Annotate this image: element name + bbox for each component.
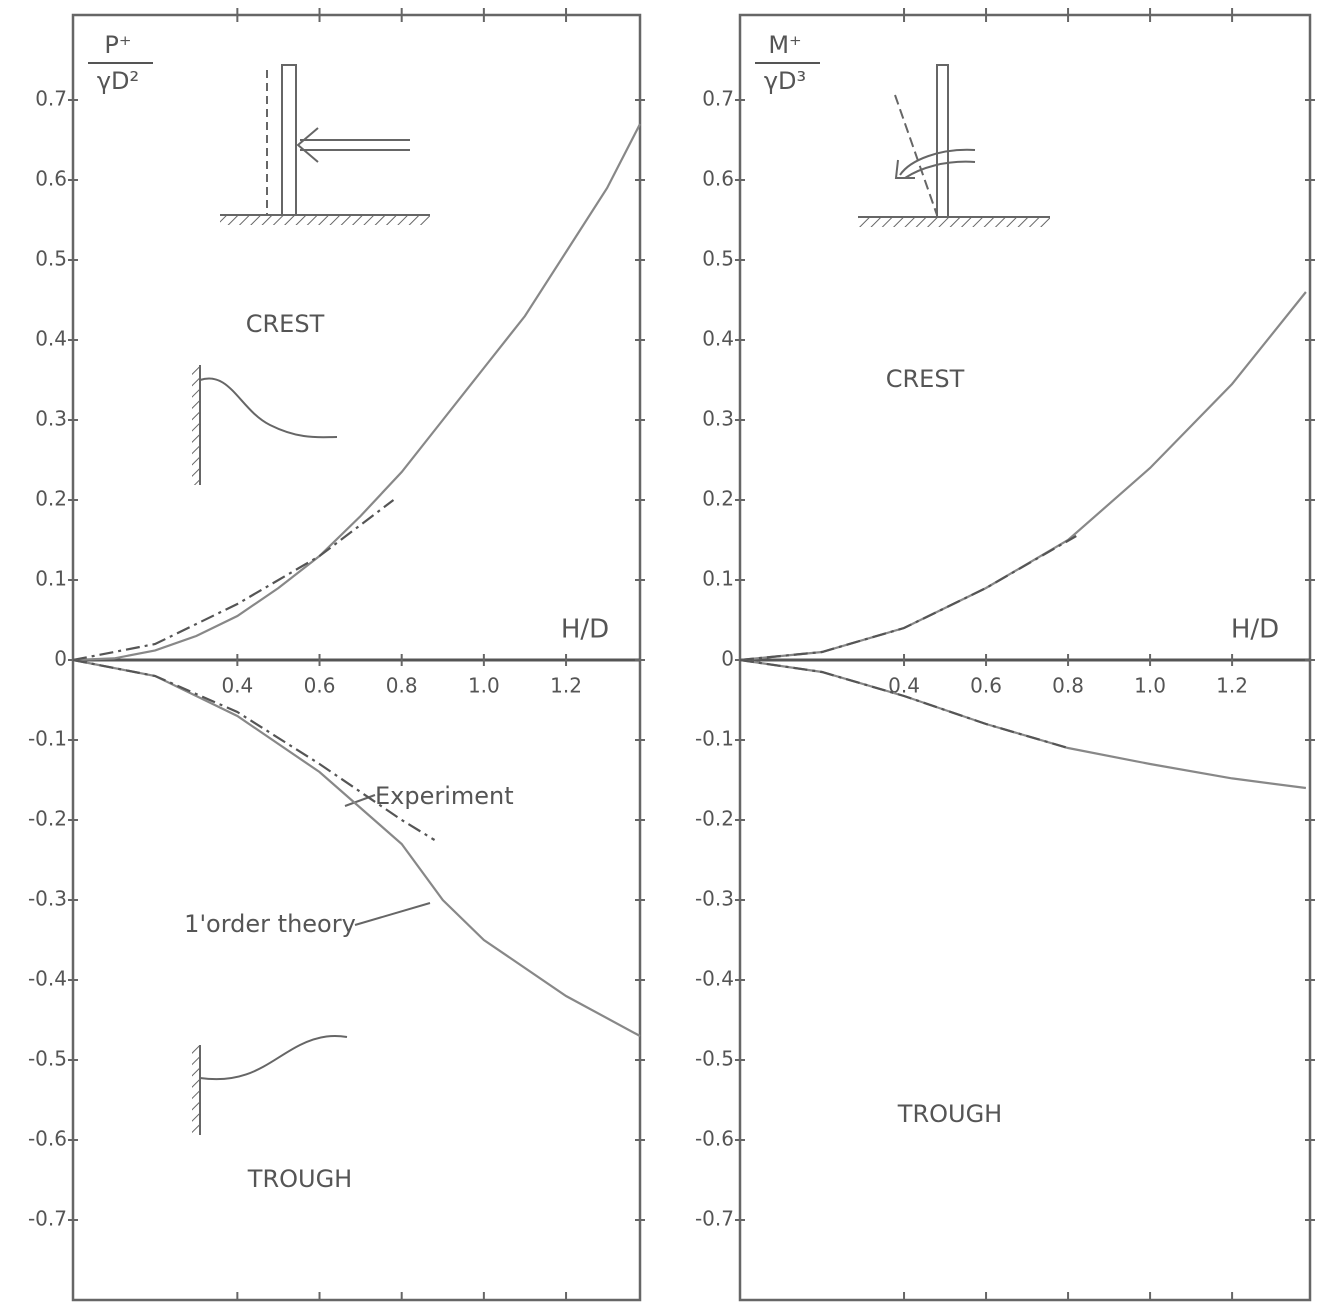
y-axis-label: γD² (97, 67, 139, 95)
y-tick-label: 0.3 (702, 407, 734, 431)
y-axis-label: P⁺ (104, 31, 131, 59)
series-line (739, 658, 1069, 750)
y-tick-label: -0.4 (695, 967, 734, 991)
series-line (72, 123, 641, 662)
crest-profile (192, 365, 338, 485)
y-tick-label: 0.4 (35, 327, 67, 351)
y-tick-label: -0.2 (695, 807, 734, 831)
y-tick-label: -0.3 (695, 887, 734, 911)
plot-frame (71, 13, 642, 1302)
y-tick-label: 0.5 (35, 247, 67, 271)
y-tick-label: -0.1 (695, 727, 734, 751)
arrows (344, 794, 431, 926)
x-tick-label: 0.8 (1052, 674, 1084, 698)
y-tick-label: 0.7 (35, 87, 67, 111)
wall-diagram (220, 64, 430, 225)
annotation: CREST (886, 365, 965, 393)
series-line (72, 499, 395, 662)
y-axis-label: M⁺ (768, 31, 801, 59)
x-tick-label: 1.2 (550, 674, 582, 698)
x-axis-label: H/D (1231, 615, 1279, 645)
annotation: Experiment (375, 782, 514, 810)
y-tick-label: -0.6 (695, 1127, 734, 1151)
x-tick-label: 1.0 (1134, 674, 1166, 698)
annotation: TROUGH (247, 1165, 352, 1193)
moment-diagram (858, 64, 1050, 227)
x-tick-label: 1.2 (1216, 674, 1248, 698)
y-tick-label: -0.7 (28, 1207, 67, 1231)
x-tick-label: 0.6 (970, 674, 1002, 698)
series-line (72, 658, 641, 1037)
y-tick-label: 0.5 (702, 247, 734, 271)
y-tick-label: -0.7 (695, 1207, 734, 1231)
series-line (739, 291, 1307, 662)
y-tick-label: -0.1 (28, 727, 67, 751)
y-tick-label: 0 (721, 647, 734, 671)
y-tick-label: -0.2 (28, 807, 67, 831)
y-tick-label: 0.2 (702, 487, 734, 511)
y-tick-label: -0.5 (695, 1047, 734, 1071)
x-axis-label: H/D (561, 615, 609, 645)
series-line (739, 535, 1077, 662)
annotation: 1'order theory (184, 910, 356, 938)
y-tick-label: 0 (54, 647, 67, 671)
annotation: CREST (246, 310, 325, 338)
x-tick-label: 0.4 (221, 674, 253, 698)
series-line (72, 658, 436, 841)
y-tick-label: 0.4 (702, 327, 734, 351)
y-tick-label: -0.6 (28, 1127, 67, 1151)
y-tick-label: -0.5 (28, 1047, 67, 1071)
x-tick-label: 1.0 (468, 674, 500, 698)
y-tick-label: 0.1 (35, 567, 67, 591)
y-tick-label: -0.4 (28, 967, 67, 991)
y-tick-label: 0.7 (702, 87, 734, 111)
y-tick-label: 0.6 (702, 167, 734, 191)
plot-frame (738, 13, 1312, 1302)
y-tick-label: 0.2 (35, 487, 67, 511)
trough-profile (192, 1035, 348, 1135)
annotation: TROUGH (897, 1100, 1002, 1128)
x-tick-label: 0.8 (386, 674, 418, 698)
y-tick-label: 0.3 (35, 407, 67, 431)
x-tick-label: 0.6 (304, 674, 336, 698)
y-tick-label: 0.6 (35, 167, 67, 191)
y-tick-label: -0.3 (28, 887, 67, 911)
x-tick-label: 0.4 (888, 674, 920, 698)
y-tick-label: 0.1 (702, 567, 734, 591)
y-axis-label: γD³ (764, 67, 806, 95)
